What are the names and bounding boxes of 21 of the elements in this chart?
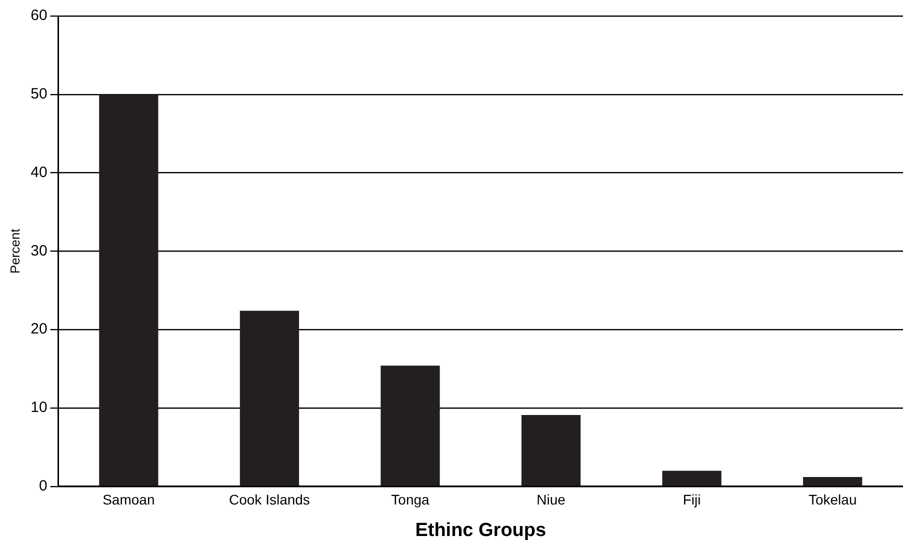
bar bbox=[662, 470, 722, 486]
y-tick-label: 20 bbox=[30, 320, 48, 338]
y-tick-label: 30 bbox=[30, 242, 48, 260]
bar bbox=[99, 94, 158, 486]
x-tick-label: Tonga bbox=[391, 492, 430, 508]
bar bbox=[803, 476, 862, 486]
x-tick-label: Niue bbox=[536, 492, 566, 508]
y-tick-label: 0 bbox=[38, 478, 48, 495]
x-tick-label: Samoan bbox=[102, 492, 155, 508]
bar bbox=[240, 310, 300, 486]
y-tick-label: 50 bbox=[30, 86, 48, 103]
x-tick-label: Fiji bbox=[682, 492, 701, 508]
y-tick-label: 10 bbox=[30, 399, 48, 416]
y-tick-label: 60 bbox=[30, 7, 48, 24]
bar bbox=[521, 415, 581, 486]
y-axis-title: Percent bbox=[7, 228, 22, 274]
x-tick-label: Tokelau bbox=[808, 492, 857, 508]
x-tick-label: Cook Islands bbox=[228, 492, 310, 508]
x-axis-title: Ethinc Groups bbox=[415, 520, 546, 541]
y-tick-label: 40 bbox=[30, 164, 48, 181]
bar bbox=[380, 366, 440, 486]
